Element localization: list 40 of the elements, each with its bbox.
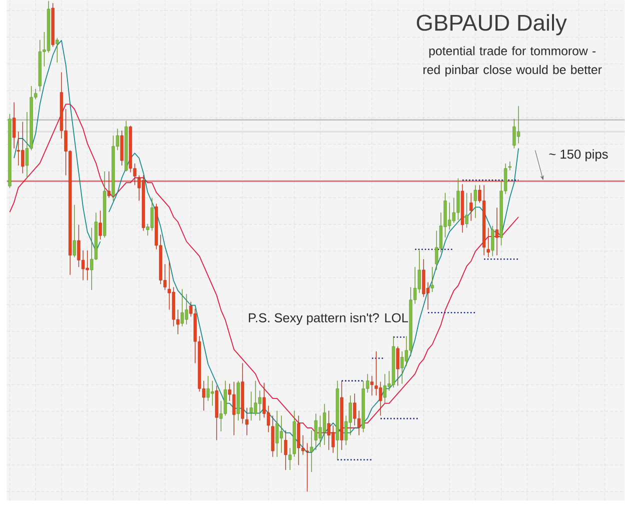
candlestick [486,227,490,258]
candlestick [280,415,283,454]
candlestick [512,118,516,149]
candlestick [491,225,494,256]
candlestick [448,202,452,230]
candlestick [98,210,102,240]
candlestick [107,170,110,198]
candlestick [396,346,400,386]
candlestick [254,380,258,416]
candlestick [245,407,248,436]
candlestick [310,430,314,472]
candlestick [232,381,236,436]
candlestick [378,381,382,416]
candlestick [206,375,210,402]
candlestick [370,375,374,396]
candlestick [86,250,89,280]
candlestick [210,380,214,406]
candlestick [400,350,404,384]
text: GBPAUD Daily [416,14,567,36]
candlestick [469,192,473,222]
candlestick [72,204,76,258]
candlestick [275,410,279,458]
candlestick [430,266,434,292]
candlestick [353,393,356,426]
candlestick [284,430,288,470]
annotation: P.S. Sexy pattern isn't? LOL [248,312,408,325]
text: ~ 150 pips [549,149,608,162]
candlestick [288,447,292,470]
candlestick [12,102,16,149]
candlestick [150,197,154,231]
text: potential trade for tommorow - red pinbar close would be better [423,46,602,76]
candlestick [184,293,188,325]
candlestick [474,184,477,218]
candlestick [516,106,520,144]
candlestick [258,390,262,421]
candlestick [56,37,59,63]
candlestick [322,403,326,446]
candlestick [495,207,499,256]
candlestick [250,391,253,421]
candlestick [465,192,468,228]
